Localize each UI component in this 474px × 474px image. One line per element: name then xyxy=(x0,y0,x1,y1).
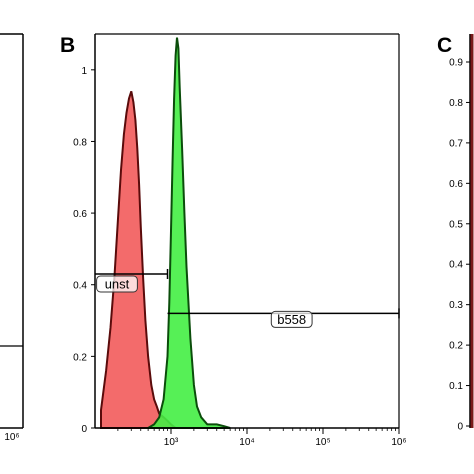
left-panel-x-tick-label: 10⁶ xyxy=(4,432,19,443)
gate-label-b558: b558 xyxy=(277,312,306,327)
b-y-tick-label-1: 0.8 xyxy=(73,137,87,148)
histogram-series-0 xyxy=(100,90,179,429)
c-y-tick-label-3: 0.6 xyxy=(449,179,463,190)
b-x-tick-label-0: 10³ xyxy=(164,437,179,448)
b-y-tick-label-2: 0.6 xyxy=(73,209,87,220)
c-y-tick-label-2: 0.7 xyxy=(449,138,463,149)
gate-label-box-b558 xyxy=(270,310,313,328)
b-x-tick-label-3: 10⁶ xyxy=(391,437,406,448)
c-y-tick-label-7: 0.2 xyxy=(449,341,463,352)
c-y-ticks: 0.9 0.8 0.7 0.6 0.5 0.4 0.3 0.2 0.1 0 xyxy=(449,58,470,433)
c-y-tick-label-4: 0.5 xyxy=(449,219,463,230)
b-axes: 1 0.8 0.6 0.4 0.2 0 10³ 10⁴ 10⁵ 10⁶ xyxy=(73,33,407,448)
c-y-tick-label-1: 0.8 xyxy=(449,98,463,109)
c-y-tick-label-8: 0.1 xyxy=(449,381,463,392)
panel-letter-b: B xyxy=(60,34,75,57)
gate-label-unst: unst xyxy=(105,276,130,291)
b-y-tick-label-5: 0 xyxy=(81,424,87,435)
b-y-tick-label-0: 1 xyxy=(81,66,87,77)
panel-letter-c: C xyxy=(437,34,452,57)
b-plot-area xyxy=(100,37,231,429)
histogram-series-1 xyxy=(144,37,231,429)
left-panel: 10⁶ xyxy=(0,33,24,443)
right-panel-c: C 0.9 0.8 0.7 0.6 0.5 0.4 0.3 0.2 0.1 0 xyxy=(437,34,474,433)
b-x-tick-label-2: 10⁵ xyxy=(315,437,330,448)
b-y-tick-label-3: 0.4 xyxy=(73,281,87,292)
center-panel-b: B 1 0.8 0.6 0.4 0.2 0 10³ 10⁴ 10⁵ 10⁶ unst b558 xyxy=(60,33,407,448)
c-y-tick-label-9: 0 xyxy=(457,422,463,433)
b-x-tick-label-1: 10⁴ xyxy=(239,437,254,448)
gate-label-box-unst xyxy=(96,275,138,293)
b-y-tick-label-4: 0.2 xyxy=(73,352,87,363)
c-y-tick-label-6: 0.3 xyxy=(449,300,463,311)
b-gates: unst b558 xyxy=(95,268,400,328)
c-y-tick-label-5: 0.4 xyxy=(449,260,463,271)
c-y-tick-label-0: 0.9 xyxy=(449,58,463,69)
